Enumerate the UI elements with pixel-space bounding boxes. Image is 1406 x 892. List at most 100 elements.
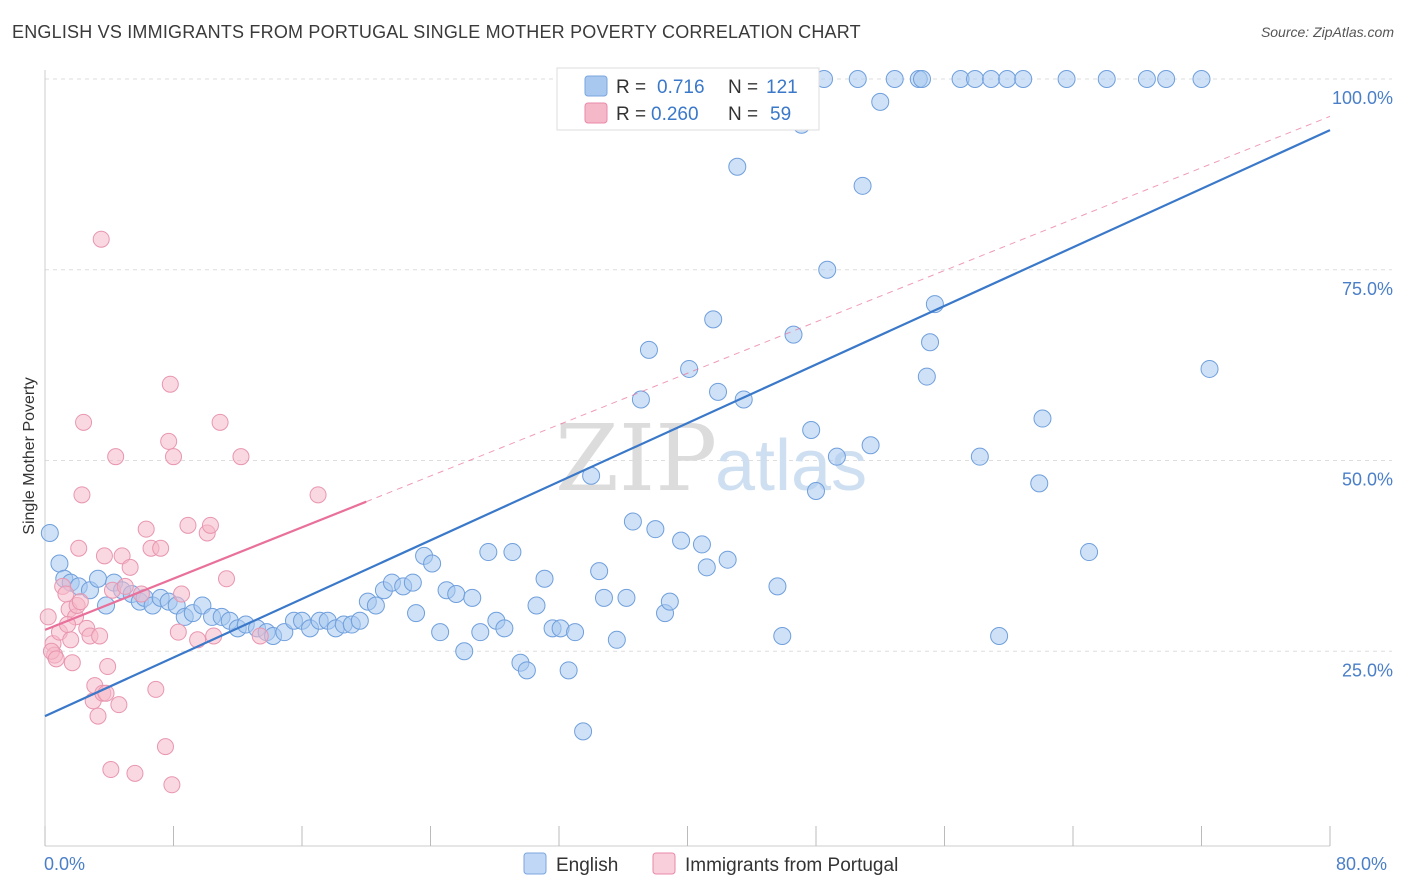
- portugal-point: [232, 448, 250, 466]
- english-point: [471, 623, 490, 642]
- english-point: [455, 642, 474, 661]
- portugal-point: [102, 761, 120, 779]
- x-tick-label-min: 0.0%: [44, 854, 85, 874]
- english-point: [807, 482, 825, 501]
- watermark-atlas: atlas: [715, 426, 867, 506]
- legend-n-label-english: N =: [728, 77, 758, 98]
- english-point: [1030, 474, 1049, 493]
- portugal-point: [110, 696, 128, 714]
- english-point: [607, 630, 626, 649]
- trendlines: [44, 115, 1331, 718]
- english-point: [535, 569, 554, 588]
- y-tick-labels: 100.0% 75.0% 50.0% 25.0%: [1332, 88, 1393, 680]
- x-tick-label-max: 80.0%: [1336, 854, 1387, 874]
- bottom-legend: English Immigrants from Portugal: [523, 852, 898, 876]
- x-tick-marks: [44, 826, 1331, 846]
- portugal-point: [163, 776, 181, 794]
- english-point: [1097, 70, 1116, 88]
- english-point: [1057, 70, 1076, 88]
- english-point: [594, 588, 613, 607]
- english-point: [40, 523, 59, 542]
- english-point: [1033, 409, 1052, 428]
- legend-r-label-english: R =: [616, 77, 646, 98]
- trendline-english-solid: [44, 129, 1331, 718]
- english-point: [617, 588, 636, 607]
- portugal-point: [47, 650, 65, 668]
- trendline-portugal-dashed: [366, 115, 1331, 503]
- portugal-point: [152, 539, 170, 557]
- portugal-point: [161, 375, 179, 393]
- english-point: [1137, 70, 1156, 88]
- trendline-portugal-solid: [44, 500, 367, 631]
- english-point: [1014, 70, 1033, 88]
- english-point: [802, 420, 821, 439]
- english-point: [574, 722, 593, 741]
- english-point: [709, 382, 728, 401]
- english-point: [913, 70, 932, 88]
- english-point: [366, 596, 385, 615]
- english-point: [590, 562, 609, 581]
- english-point: [970, 447, 989, 466]
- english-point: [407, 604, 426, 623]
- portugal-point: [137, 520, 155, 538]
- english-point: [431, 623, 450, 642]
- english-point: [559, 661, 578, 680]
- english-point: [660, 592, 679, 611]
- legend-box: R = 0.716 N = 121 R = 0.260 N = 59: [556, 67, 820, 131]
- english-point: [692, 535, 711, 554]
- y-tick-label-50: 50.0%: [1342, 470, 1393, 490]
- english-point: [89, 569, 108, 588]
- legend-swatch-portugal: [584, 102, 608, 124]
- english-point: [503, 543, 522, 562]
- portugal-point: [95, 547, 113, 565]
- english-point: [350, 611, 369, 630]
- english-point: [848, 70, 867, 88]
- english-point: [704, 310, 723, 329]
- english-point: [697, 558, 716, 577]
- english-point: [917, 367, 936, 386]
- english-point: [966, 70, 985, 88]
- legend-swatch-english: [584, 75, 608, 97]
- y-axis-label: Single Mother Poverty: [21, 377, 38, 534]
- english-point: [527, 596, 546, 615]
- english-point: [768, 577, 787, 596]
- portugal-point: [73, 486, 91, 504]
- portugal-point: [71, 593, 89, 611]
- portugal-point: [89, 707, 107, 725]
- portugal-point: [169, 623, 187, 641]
- portugal-point: [147, 680, 165, 698]
- y-tick-label-25: 25.0%: [1342, 660, 1393, 680]
- portugal-point: [160, 432, 178, 450]
- english-point: [479, 543, 498, 562]
- english-point: [827, 447, 846, 466]
- portugal-point: [251, 627, 269, 645]
- portugal-point: [91, 627, 109, 645]
- english-point: [885, 70, 904, 88]
- english-point: [773, 626, 792, 645]
- english-point: [853, 176, 872, 195]
- english-point: [623, 512, 642, 531]
- y-tick-label-100: 100.0%: [1332, 88, 1393, 108]
- english-point: [1157, 70, 1176, 88]
- portugal-point: [156, 738, 174, 756]
- english-point: [646, 520, 665, 539]
- english-point: [672, 531, 691, 550]
- bottom-legend-english: English: [556, 855, 618, 876]
- portugal-point: [121, 558, 139, 576]
- bottom-legend-swatch-portugal: [652, 852, 676, 875]
- english-point: [982, 70, 1001, 88]
- bottom-legend-swatch-english: [523, 852, 547, 875]
- english-point: [495, 619, 514, 638]
- legend-n-value-english: 121: [766, 77, 798, 98]
- bottom-legend-portugal: Immigrants from Portugal: [685, 855, 898, 876]
- english-point: [639, 340, 658, 359]
- english-point: [990, 626, 1009, 645]
- english-point: [1192, 70, 1211, 88]
- portugal-point: [62, 631, 80, 649]
- english-point: [447, 585, 466, 604]
- portugal-point: [70, 539, 88, 557]
- english-points: [40, 70, 1219, 741]
- portugal-point: [92, 230, 110, 248]
- source-credit: Source: ZipAtlas.com: [1260, 24, 1394, 40]
- portugal-point: [309, 486, 327, 504]
